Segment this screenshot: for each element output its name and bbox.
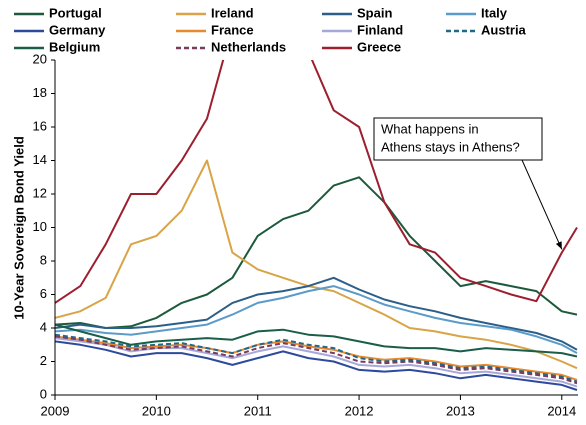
annotation-box bbox=[373, 117, 543, 161]
y-tick-label: 16 bbox=[33, 118, 47, 133]
x-tick-label: 2013 bbox=[446, 403, 475, 418]
legend-label: Finland bbox=[357, 22, 403, 37]
legend-label: Spain bbox=[357, 5, 392, 20]
y-tick-label: 14 bbox=[33, 152, 47, 167]
series-line bbox=[55, 276, 578, 351]
annotation-text: What happens in bbox=[381, 121, 479, 136]
series-line bbox=[55, 333, 578, 383]
annotation-arrowhead bbox=[555, 241, 562, 250]
y-tick-label: 12 bbox=[33, 185, 47, 200]
x-tick-label: 2014 bbox=[547, 403, 576, 418]
y-tick-label: 0 bbox=[40, 386, 47, 401]
legend-label: Austria bbox=[481, 22, 527, 37]
series-line bbox=[55, 335, 578, 385]
series-line bbox=[55, 60, 578, 304]
x-tick-label: 2009 bbox=[41, 403, 70, 418]
series-line bbox=[55, 340, 578, 391]
series-line bbox=[55, 335, 578, 381]
x-tick-label: 2012 bbox=[345, 403, 374, 418]
y-tick-label: 20 bbox=[33, 51, 47, 66]
y-tick-label: 6 bbox=[40, 286, 47, 301]
annotation: What happens in Athens stays in Athens? bbox=[373, 117, 563, 250]
legend: Portugal Ireland Spain Italy Germany France Fi… bbox=[14, 5, 527, 54]
series-line bbox=[55, 176, 578, 329]
legend-label: Belgium bbox=[49, 39, 100, 54]
legend-label: Portugal bbox=[49, 5, 102, 20]
annotation-arrow bbox=[521, 159, 563, 250]
y-tick-label: 2 bbox=[40, 353, 47, 368]
x-tick-label: 2011 bbox=[244, 403, 272, 418]
y-tick-label: 8 bbox=[40, 252, 47, 267]
legend-label: Netherlands bbox=[211, 39, 286, 54]
series-line bbox=[55, 159, 578, 370]
series-line bbox=[55, 285, 578, 354]
x-tick-label: 2010 bbox=[142, 403, 171, 418]
legend-label: Ireland bbox=[211, 5, 254, 20]
legend-label: Germany bbox=[49, 22, 106, 37]
legend-label: Italy bbox=[481, 5, 508, 20]
plot-lines bbox=[55, 60, 578, 391]
y-tick-label: 18 bbox=[33, 85, 47, 100]
series-line bbox=[55, 323, 578, 358]
y-axis-label: 10-Year Sovereign Bond Yield bbox=[11, 136, 26, 320]
y-tick-label: 4 bbox=[40, 319, 47, 334]
legend-label: France bbox=[211, 22, 254, 37]
legend-label: Greece bbox=[357, 39, 401, 54]
annotation-text: Athens stays in Athens? bbox=[381, 139, 520, 154]
y-tick-label: 10 bbox=[33, 219, 47, 234]
